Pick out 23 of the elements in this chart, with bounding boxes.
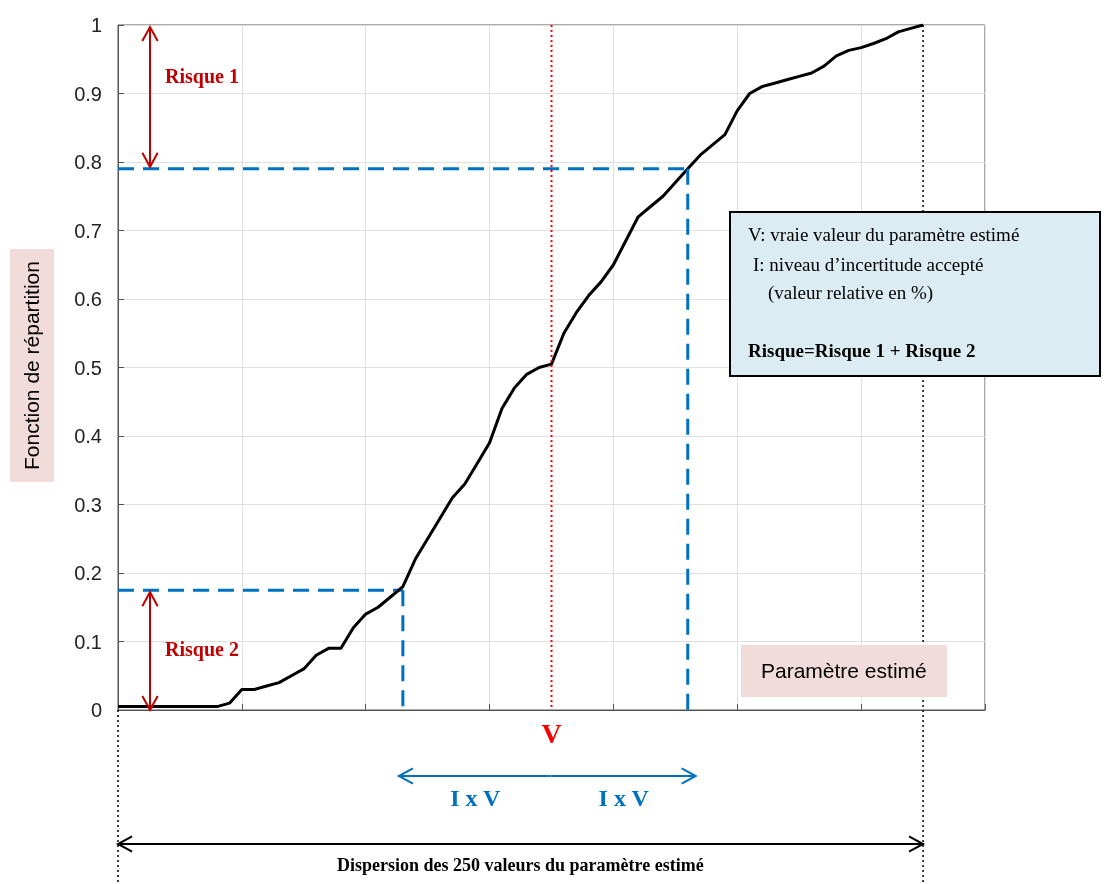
y-tick-label: 0.5 [74,356,102,379]
y-tick-label: 0.3 [74,493,102,516]
annotation: Risque 2 [165,638,239,662]
y-tick-label: 0 [90,699,102,721]
y-tick-label: 0.7 [74,219,102,242]
annotation: I: niveau d’incertitude accepté [753,254,984,276]
y-tick-label: 0.6 [74,288,102,310]
text: I x V [598,785,649,812]
y-tick-label: 0.1 [74,630,102,653]
annotation: (valeur relative en %) [768,282,934,304]
y-tick-label: 0.4 [74,425,102,447]
y-tick-label: 1 [90,14,102,36]
text: I x V [450,785,501,812]
annotation: Risque 1 [165,64,239,88]
annotation: V: vraie valeur du paramètre estimé [748,224,1020,246]
y-tick-label: 0.9 [74,82,102,105]
y-axis-title: Fonction de répartition [10,248,54,482]
y-tick-label: 0.8 [74,151,102,173]
y-tick-label: 0.2 [74,562,102,584]
x-axis-title: Paramètre estimé [741,645,947,697]
text: Dispersion des 250 valeurs du paramètre estimé [337,855,704,876]
text: V [541,718,562,750]
annotation: Risque=Risque 1 + Risque 2 [748,340,976,362]
